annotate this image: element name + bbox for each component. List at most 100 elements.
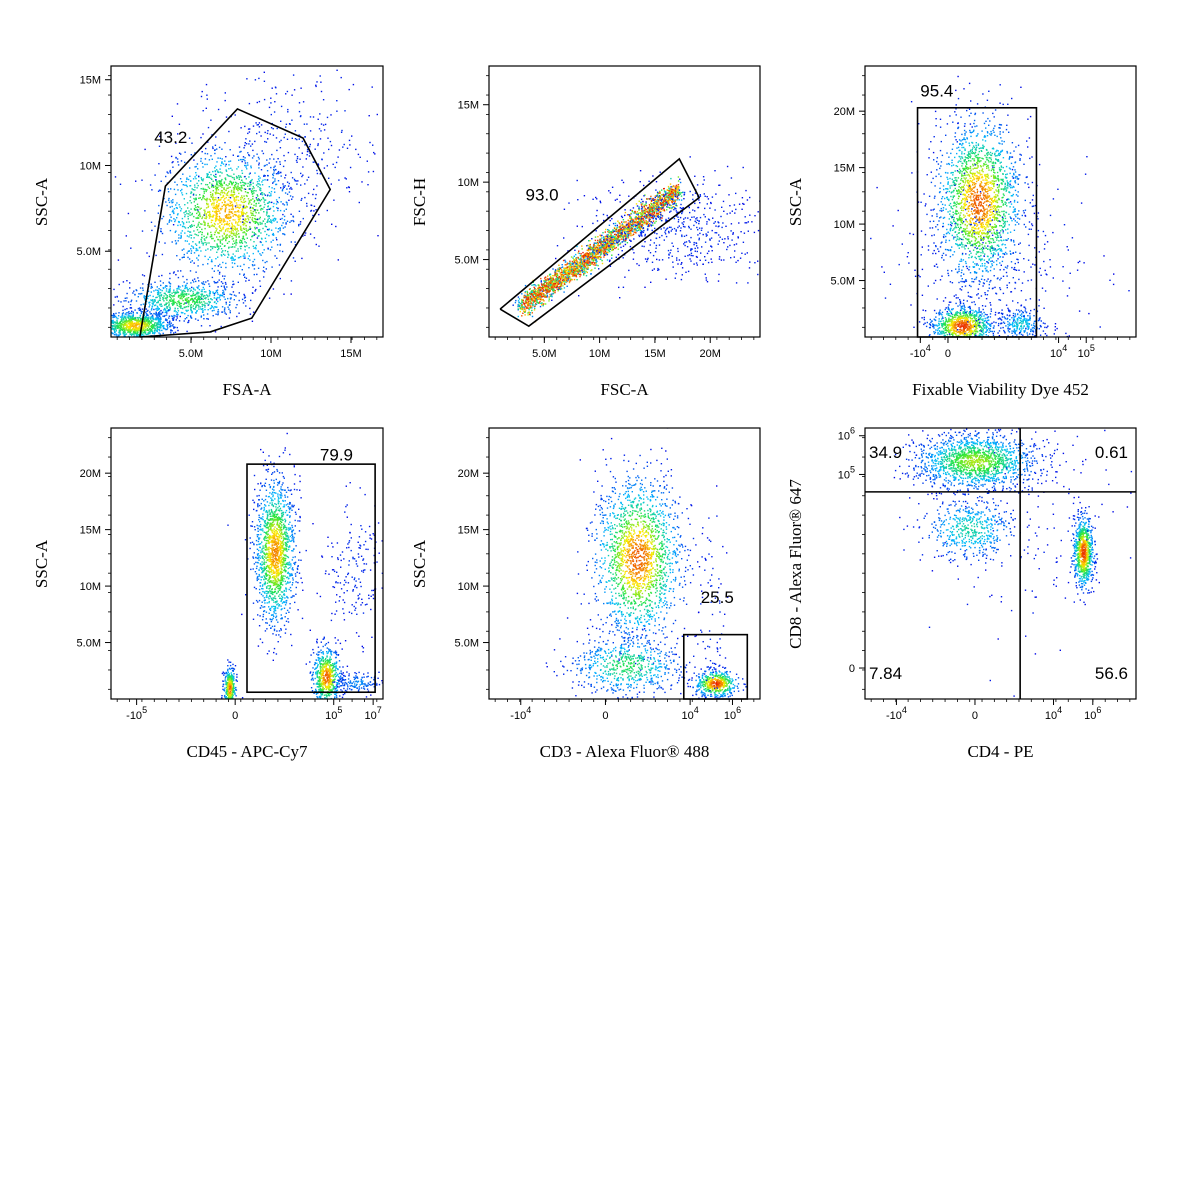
event-dot	[609, 231, 611, 233]
event-dot	[188, 221, 190, 223]
event-dot	[283, 215, 286, 218]
event-dot	[280, 201, 282, 203]
event-dot	[315, 84, 317, 86]
event-dot	[194, 318, 197, 320]
event-dot	[197, 265, 199, 267]
event-dot	[264, 203, 266, 206]
event-dot	[251, 157, 254, 159]
event-dot	[257, 250, 259, 252]
event-dot	[214, 176, 217, 178]
event-dot	[131, 310, 133, 312]
event-dot	[158, 326, 160, 328]
event-dot	[675, 184, 678, 187]
event-dot	[199, 246, 201, 249]
event-dot	[237, 185, 239, 187]
event-dot	[296, 157, 299, 160]
event-dot	[272, 218, 275, 220]
event-dot	[236, 265, 239, 267]
event-dot	[178, 288, 180, 290]
event-dot	[320, 81, 322, 83]
event-dot	[198, 175, 200, 177]
event-dot	[114, 340, 115, 341]
event-dot	[220, 182, 222, 185]
event-dot	[192, 287, 195, 289]
event-dot	[282, 203, 284, 205]
event-dot	[180, 270, 182, 272]
event-dot	[143, 323, 145, 325]
event-dot	[151, 299, 153, 302]
event-dot	[548, 289, 550, 291]
event-dot	[208, 289, 211, 292]
event-dot	[274, 101, 276, 103]
event-dot	[131, 316, 134, 319]
event-dot	[140, 310, 142, 312]
event-dot	[221, 218, 223, 220]
event-dot	[169, 172, 172, 174]
event-dot	[608, 246, 610, 248]
event-dot	[193, 209, 196, 211]
event-dot	[172, 318, 175, 320]
event-dot	[176, 290, 178, 292]
event-dot	[224, 307, 226, 309]
event-dot	[641, 211, 643, 213]
event-dot	[254, 79, 257, 81]
event-dot	[201, 282, 203, 284]
event-dot	[175, 142, 177, 144]
event-dot	[143, 329, 145, 331]
event-dot	[259, 187, 261, 189]
event-dot	[284, 226, 286, 228]
event-dot	[632, 218, 634, 221]
event-dot	[539, 294, 542, 296]
event-dot	[285, 223, 287, 225]
event-dot	[267, 205, 269, 207]
event-dot	[200, 177, 202, 179]
event-dot	[294, 153, 296, 156]
event-dot	[615, 230, 617, 233]
event-dot	[236, 233, 238, 236]
event-dot	[238, 236, 240, 238]
event-dot	[238, 176, 240, 179]
event-dot	[224, 208, 227, 210]
event-dot	[233, 178, 236, 181]
event-dot	[201, 217, 203, 220]
event-dot	[153, 329, 156, 331]
event-dot	[216, 228, 218, 230]
event-dot	[131, 322, 133, 325]
event-dot	[156, 327, 158, 329]
event-dot	[156, 338, 157, 339]
event-dot	[239, 187, 241, 189]
event-dot	[309, 116, 312, 118]
event-dot	[211, 183, 213, 185]
event-dot	[243, 184, 245, 187]
event-dot	[178, 123, 181, 125]
event-dot	[228, 164, 230, 166]
event-dot	[130, 319, 133, 322]
event-dot	[555, 279, 558, 282]
event-dot	[179, 306, 181, 308]
event-dot	[177, 161, 179, 163]
event-dot	[666, 206, 668, 208]
event-dot	[175, 292, 177, 294]
event-dot	[168, 303, 170, 305]
event-dot	[201, 216, 204, 218]
event-dot	[260, 193, 262, 195]
event-dot	[207, 186, 210, 188]
event-dot	[213, 199, 215, 201]
event-dot	[171, 241, 173, 243]
event-dot	[151, 320, 153, 322]
event-dot	[279, 147, 282, 149]
event-dot	[297, 180, 299, 182]
event-dot	[258, 162, 260, 164]
event-dot	[140, 320, 142, 322]
event-dot	[152, 303, 154, 306]
event-dot	[560, 286, 562, 288]
event-dot	[124, 327, 126, 329]
event-dot	[574, 265, 576, 268]
event-dot	[622, 219, 625, 221]
event-dot	[340, 76, 342, 79]
event-dot	[130, 330, 133, 332]
event-dot	[276, 221, 278, 223]
event-dot	[128, 326, 131, 329]
event-dot	[301, 175, 303, 178]
event-dot	[192, 290, 194, 293]
